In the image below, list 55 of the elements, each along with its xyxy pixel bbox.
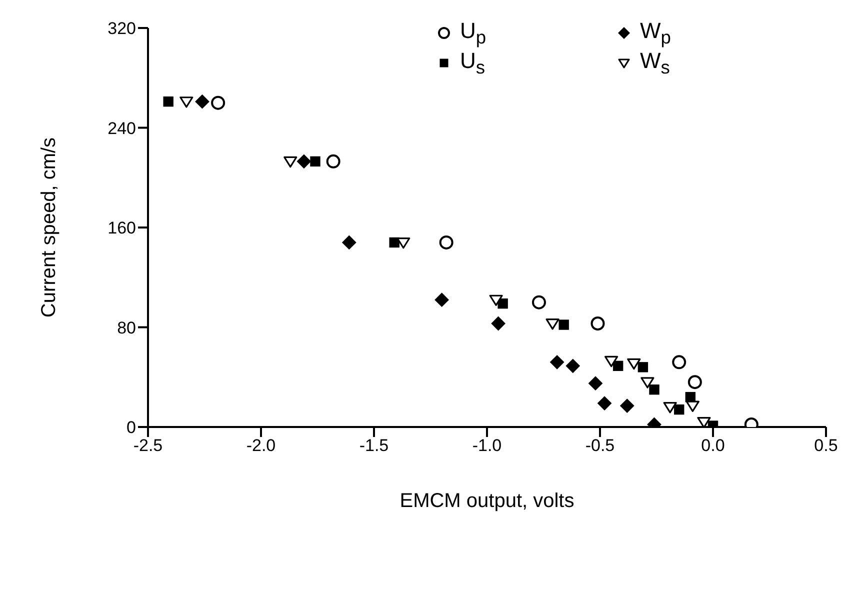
- y-tick-label: 240: [108, 118, 136, 138]
- point: [627, 358, 641, 370]
- point: [342, 235, 356, 250]
- legend-label: U$_{p}$: [460, 18, 486, 48]
- x-tick-label: -1.5: [359, 436, 389, 456]
- point: [620, 398, 634, 414]
- point: [697, 417, 711, 427]
- point: [434, 292, 449, 308]
- point: [284, 156, 298, 168]
- x-tick-label: 0.5: [814, 436, 838, 456]
- point: [532, 295, 546, 310]
- y-tick-label: 80: [117, 318, 136, 338]
- x-tick-label: -0.5: [585, 436, 615, 456]
- point: [604, 356, 618, 368]
- point: [688, 375, 702, 390]
- point: [163, 96, 174, 107]
- y-axis-title: Current speed, cm/s: [38, 137, 60, 318]
- legend-label: U$_{s}$: [460, 48, 486, 78]
- point: [612, 360, 624, 372]
- point: [296, 154, 312, 169]
- point: [550, 354, 564, 370]
- point: [674, 404, 684, 415]
- point: [672, 355, 686, 370]
- point: [597, 396, 612, 411]
- point: [396, 237, 410, 249]
- point: [649, 384, 660, 395]
- y-tick-label: 160: [108, 218, 136, 238]
- x-tick-label: -2.0: [246, 436, 276, 456]
- point: [211, 96, 226, 110]
- point: [640, 377, 654, 388]
- point: [663, 402, 677, 414]
- point: [489, 294, 503, 306]
- y-tick-label: 320: [108, 19, 136, 38]
- point: [439, 235, 454, 250]
- legend-label: W$_{s}$: [640, 48, 670, 78]
- x-axis-title: EMCM output, volts: [400, 490, 574, 512]
- point: [195, 94, 210, 109]
- point: [590, 316, 605, 331]
- point: [491, 316, 506, 331]
- y-tick-label: 0: [126, 418, 136, 438]
- point: [566, 358, 580, 374]
- point: [326, 154, 340, 168]
- point: [686, 400, 700, 412]
- point: [588, 376, 603, 391]
- point: [180, 96, 194, 108]
- point: [558, 320, 569, 330]
- point: [498, 298, 508, 309]
- point: [310, 156, 320, 167]
- x-tick-label: 0.0: [701, 436, 725, 456]
- x-tick-label: -1.0: [472, 436, 502, 456]
- legend-label: W$_{p}$: [640, 18, 671, 48]
- point: [389, 237, 400, 248]
- point: [638, 362, 648, 372]
- point: [546, 318, 560, 330]
- x-tick-label: -2.5: [133, 436, 163, 456]
